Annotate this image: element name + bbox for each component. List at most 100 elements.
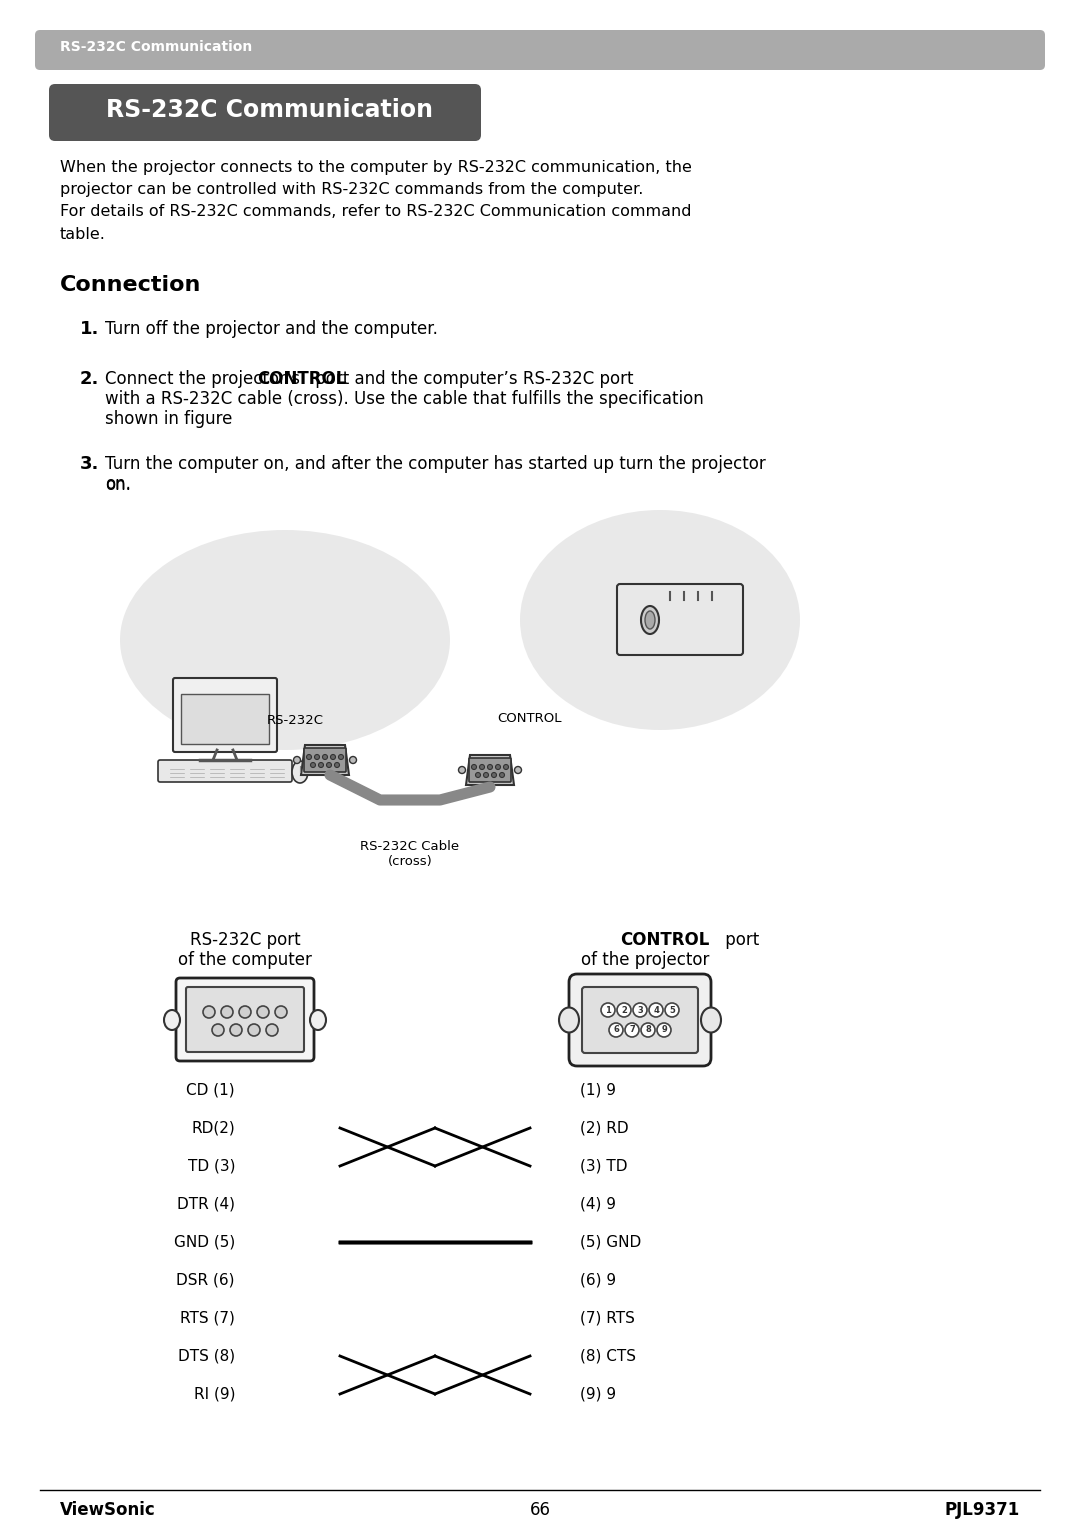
Ellipse shape <box>248 1023 260 1036</box>
Text: Turn off the projector and the computer.: Turn off the projector and the computer. <box>105 320 437 339</box>
FancyBboxPatch shape <box>49 84 481 141</box>
Text: (5) GND: (5) GND <box>580 1235 642 1250</box>
Polygon shape <box>301 745 349 775</box>
Ellipse shape <box>230 1023 242 1036</box>
Text: Turn the computer on, and after the computer has started up turn the projector
o: Turn the computer on, and after the comp… <box>105 455 766 493</box>
Text: PJL9371: PJL9371 <box>945 1501 1020 1520</box>
Ellipse shape <box>311 763 315 768</box>
FancyBboxPatch shape <box>35 31 1045 70</box>
Text: 3: 3 <box>637 1005 643 1014</box>
FancyBboxPatch shape <box>469 758 511 781</box>
Text: RS-232C Communication: RS-232C Communication <box>60 40 253 54</box>
Text: (8) CTS: (8) CTS <box>580 1348 636 1363</box>
Text: 2.: 2. <box>80 371 99 388</box>
Ellipse shape <box>642 607 659 634</box>
Ellipse shape <box>314 754 320 760</box>
Ellipse shape <box>625 1023 639 1037</box>
Text: RS-232C Cable
(cross): RS-232C Cable (cross) <box>361 840 460 869</box>
Ellipse shape <box>484 772 488 778</box>
Ellipse shape <box>319 763 324 768</box>
Text: DTS (8): DTS (8) <box>178 1348 235 1363</box>
Text: port and the computer’s RS-232C port: port and the computer’s RS-232C port <box>310 371 633 388</box>
Ellipse shape <box>642 1023 654 1037</box>
Text: 3.: 3. <box>80 455 99 473</box>
Text: with a RS-232C cable (cross). Use the cable that fulfills the specification: with a RS-232C cable (cross). Use the ca… <box>105 391 704 408</box>
Text: (6) 9: (6) 9 <box>580 1273 616 1287</box>
Ellipse shape <box>203 1007 215 1017</box>
Text: 9: 9 <box>661 1025 666 1034</box>
Text: of the projector: of the projector <box>581 951 710 970</box>
Ellipse shape <box>499 772 504 778</box>
Text: TD (3): TD (3) <box>188 1158 235 1174</box>
FancyBboxPatch shape <box>176 977 314 1062</box>
Ellipse shape <box>310 1010 326 1030</box>
Text: When the projector connects to the computer by RS-232C communication, the
projec: When the projector connects to the compu… <box>60 159 692 242</box>
Bar <box>181 694 269 745</box>
Ellipse shape <box>559 1008 579 1033</box>
Ellipse shape <box>491 772 497 778</box>
Text: 66: 66 <box>529 1501 551 1520</box>
Text: (1) 9: (1) 9 <box>580 1083 616 1097</box>
Ellipse shape <box>665 1003 679 1017</box>
FancyBboxPatch shape <box>617 584 743 656</box>
FancyBboxPatch shape <box>186 987 303 1052</box>
Text: DTR (4): DTR (4) <box>177 1196 235 1212</box>
Text: RS-232C Communication: RS-232C Communication <box>107 98 433 123</box>
Text: 4: 4 <box>653 1005 659 1014</box>
Text: (2) RD: (2) RD <box>580 1120 629 1135</box>
Text: Connection: Connection <box>60 276 201 296</box>
Ellipse shape <box>257 1007 269 1017</box>
Text: of the computer: of the computer <box>178 951 312 970</box>
Text: CONTROL: CONTROL <box>498 711 563 725</box>
Text: RTS (7): RTS (7) <box>180 1310 235 1325</box>
FancyBboxPatch shape <box>158 760 292 781</box>
Text: on.: on. <box>105 475 131 493</box>
Text: Connect the projector’s: Connect the projector’s <box>105 371 306 388</box>
Text: DSR (6): DSR (6) <box>176 1273 235 1287</box>
FancyBboxPatch shape <box>303 748 346 772</box>
Text: RS-232C: RS-232C <box>267 714 324 726</box>
Ellipse shape <box>294 757 300 763</box>
Text: CONTROL: CONTROL <box>257 371 347 388</box>
Ellipse shape <box>475 772 481 778</box>
Text: ViewSonic: ViewSonic <box>60 1501 156 1520</box>
Text: 2: 2 <box>621 1005 626 1014</box>
Text: RD(2): RD(2) <box>191 1120 235 1135</box>
Ellipse shape <box>330 754 336 760</box>
Ellipse shape <box>323 754 327 760</box>
Polygon shape <box>465 755 514 784</box>
Ellipse shape <box>326 763 332 768</box>
Ellipse shape <box>600 1003 615 1017</box>
Text: 1.: 1. <box>80 320 99 339</box>
FancyBboxPatch shape <box>582 987 698 1052</box>
Text: shown in figure: shown in figure <box>105 411 232 427</box>
Ellipse shape <box>487 764 492 769</box>
Ellipse shape <box>617 1003 631 1017</box>
Text: (9) 9: (9) 9 <box>580 1386 616 1402</box>
Ellipse shape <box>338 754 343 760</box>
Ellipse shape <box>335 763 339 768</box>
Text: RI (9): RI (9) <box>193 1386 235 1402</box>
Ellipse shape <box>496 764 500 769</box>
Ellipse shape <box>519 510 800 731</box>
Ellipse shape <box>649 1003 663 1017</box>
Ellipse shape <box>292 761 308 783</box>
Text: (3) TD: (3) TD <box>580 1158 627 1174</box>
Text: (4) 9: (4) 9 <box>580 1196 616 1212</box>
Ellipse shape <box>275 1007 287 1017</box>
Text: 6: 6 <box>613 1025 619 1034</box>
Text: 1: 1 <box>605 1005 611 1014</box>
Ellipse shape <box>350 757 356 763</box>
Ellipse shape <box>459 766 465 774</box>
Text: CONTROL: CONTROL <box>620 931 710 948</box>
Text: GND (5): GND (5) <box>174 1235 235 1250</box>
Ellipse shape <box>266 1023 278 1036</box>
Text: 5: 5 <box>670 1005 675 1014</box>
Ellipse shape <box>307 754 311 760</box>
Ellipse shape <box>609 1023 623 1037</box>
Ellipse shape <box>480 764 485 769</box>
Text: (7) RTS: (7) RTS <box>580 1310 635 1325</box>
FancyBboxPatch shape <box>569 974 711 1066</box>
Text: 7: 7 <box>630 1025 635 1034</box>
Ellipse shape <box>239 1007 251 1017</box>
